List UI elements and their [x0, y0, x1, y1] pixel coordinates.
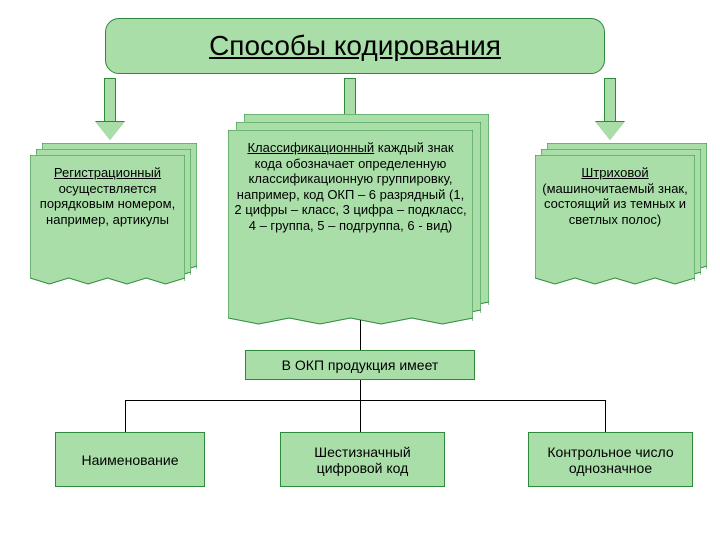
okp-text: В ОКП продукция имеет [282, 357, 439, 373]
card-heading-0: Регистрационный [54, 165, 161, 180]
arrow-down-0 [98, 78, 122, 141]
card-heading-2: Штриховой [581, 165, 648, 180]
connector-line [360, 400, 361, 432]
arrow-down-2 [598, 78, 622, 141]
connector-line [360, 320, 361, 350]
connector-line [605, 400, 606, 432]
card-stack-0: Регистрационный осуществляется порядковы… [30, 155, 197, 297]
card-body-0: осуществляется порядковым номером, напри… [40, 181, 175, 227]
card-stack-2: Штриховой (машиночитаемый знак, состоящи… [535, 155, 707, 297]
bottom-box-2: Контрольное число однозначное [528, 432, 693, 487]
card-1: Классификационный каждый знак кода обозн… [228, 130, 473, 325]
card-heading-1: Классификационный [247, 140, 374, 155]
bottom-text-0: Наименование [81, 452, 178, 468]
title-box: Способы кодирования [105, 18, 605, 74]
card-0: Регистрационный осуществляется порядковы… [30, 155, 185, 285]
connector-line [125, 400, 126, 432]
connector-line [125, 400, 605, 401]
card-2: Штриховой (машиночитаемый знак, состоящи… [535, 155, 695, 285]
okp-box: В ОКП продукция имеет [245, 350, 475, 380]
card-body-2: (машиночитаемый знак, состоящий из темны… [542, 181, 687, 227]
bottom-text-2: Контрольное число однозначное [533, 444, 688, 476]
connector-line [360, 380, 361, 400]
bottom-box-1: Шестизначный цифровой код [280, 432, 445, 487]
bottom-box-0: Наименование [55, 432, 205, 487]
page-title: Способы кодирования [209, 30, 501, 62]
card-stack-1: Классификационный каждый знак кода обозн… [228, 130, 489, 341]
bottom-text-1: Шестизначный цифровой код [285, 444, 440, 476]
